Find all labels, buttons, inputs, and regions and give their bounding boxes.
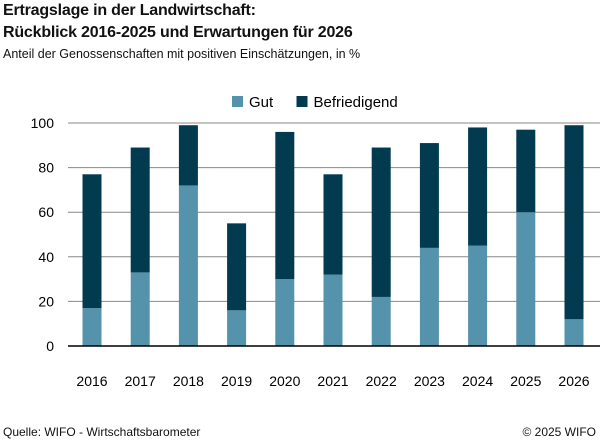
x-tick-label: 2018	[173, 373, 204, 389]
y-tick-label: 60	[38, 204, 54, 220]
bar-befriedigend-2025	[516, 129, 536, 213]
x-tick-label: 2022	[366, 373, 397, 389]
chart-title-line1: Ertragslage in der Landwirtschaft:	[3, 2, 256, 19]
legend-label-gut: Gut	[249, 94, 274, 111]
x-tick-label: 2024	[462, 373, 493, 389]
x-tick-label: 2023	[414, 373, 445, 389]
bar-gut-2018	[178, 185, 198, 346]
x-tick-label: 2025	[510, 373, 541, 389]
x-tick-label: 2026	[558, 373, 589, 389]
legend-swatch-befriedigend	[296, 96, 308, 107]
bar-befriedigend-2017	[130, 147, 150, 273]
bar-befriedigend-2016	[82, 174, 102, 309]
y-tick-label: 40	[38, 249, 54, 265]
bar-befriedigend-2026	[564, 125, 584, 320]
bar-gut-2023	[419, 247, 439, 346]
bar-befriedigend-2023	[419, 143, 439, 248]
x-tick-label: 2020	[269, 373, 300, 389]
source-note: Quelle: WIFO - Wirtschaftsbarometer	[3, 425, 201, 439]
bar-gut-2021	[323, 274, 343, 346]
x-tick-label: 2016	[76, 373, 107, 389]
chart-subtitle: Anteil der Genossenschaften mit positive…	[3, 47, 361, 61]
bar-gut-2022	[371, 296, 391, 346]
bar-gut-2019	[227, 310, 247, 346]
x-tick-label: 2017	[125, 373, 156, 389]
y-tick-label: 100	[31, 115, 55, 131]
x-tick-label: 2019	[221, 373, 252, 389]
bar-befriedigend-2021	[323, 174, 343, 275]
y-tick-label: 0	[46, 338, 54, 354]
bar-gut-2016	[82, 308, 102, 346]
bar-befriedigend-2020	[275, 131, 295, 280]
legend-label-befriedigend: Befriedigend	[314, 94, 398, 111]
bar-gut-2020	[275, 279, 295, 346]
legend-swatch-gut	[232, 96, 243, 107]
bar-gut-2017	[130, 272, 150, 346]
y-tick-label: 80	[38, 160, 54, 176]
chart-title-line2: Rückblick 2016-2025 und Erwartungen für …	[3, 24, 353, 41]
bar-gut-2024	[468, 245, 488, 346]
y-tick-label: 20	[38, 293, 54, 309]
x-tick-label: 2021	[317, 373, 348, 389]
bar-gut-2026	[564, 319, 584, 346]
bar-gut-2025	[516, 212, 536, 346]
bar-befriedigend-2024	[468, 127, 488, 246]
bar-befriedigend-2022	[371, 147, 391, 297]
bar-befriedigend-2019	[227, 223, 247, 311]
bar-befriedigend-2018	[178, 125, 198, 186]
copyright-note: © 2025 WIFO	[522, 425, 596, 439]
